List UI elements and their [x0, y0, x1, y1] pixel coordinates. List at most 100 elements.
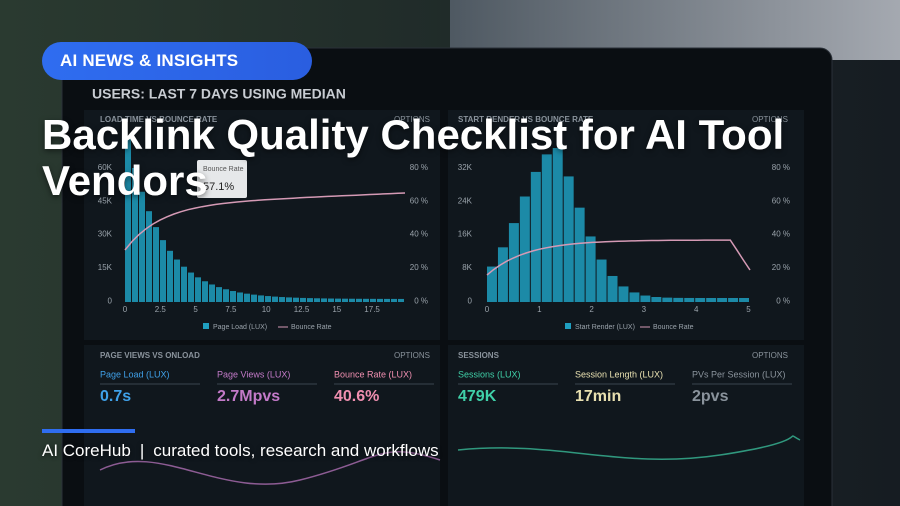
- histogram-bar: [487, 266, 497, 302]
- histogram-bar: [223, 289, 229, 302]
- screen-text: 80 %: [772, 163, 790, 172]
- histogram-bar: [508, 223, 519, 302]
- screen-text: 17min: [575, 388, 621, 405]
- screen-text: 40.6%: [334, 388, 379, 405]
- histogram-bar: [398, 298, 404, 302]
- histogram-bar: [160, 240, 166, 302]
- histogram-bar: [216, 287, 222, 302]
- screen-text: PVs Per Session (LUX): [692, 369, 786, 379]
- histogram-bar: [167, 250, 173, 302]
- screen-text: 60K: [98, 163, 113, 172]
- screen-text: PAGE VIEWS VS ONLOAD: [100, 351, 200, 360]
- histogram-bar: [706, 297, 717, 302]
- histogram-bar: [596, 259, 607, 302]
- histogram-bar: [363, 298, 369, 302]
- screen-text: Page Load (LUX): [213, 324, 267, 331]
- histogram-bar: [125, 139, 131, 302]
- legend-swatch: [565, 323, 571, 329]
- histogram-bar: [286, 297, 292, 302]
- screen-text: 1: [537, 305, 542, 314]
- screen-text: 15: [332, 305, 341, 314]
- screen-text: Page Views (LUX): [217, 369, 290, 379]
- histogram-bar: [497, 247, 508, 302]
- histogram-bar: [328, 298, 334, 302]
- accent-rule: [42, 429, 135, 433]
- histogram-bar: [132, 168, 138, 302]
- screen-text: 20 %: [410, 263, 428, 272]
- screen-text: 17.5: [364, 305, 380, 314]
- screen-text: 2.7Mpvs: [217, 388, 280, 405]
- screen-text: 2.5: [155, 305, 167, 314]
- screen-text: 5: [193, 305, 198, 314]
- screen-text: 80 %: [410, 163, 428, 172]
- histogram-bar: [230, 291, 236, 302]
- screen-text: 16K: [458, 230, 473, 239]
- histogram-bar: [585, 236, 596, 302]
- histogram-bar: [307, 298, 313, 302]
- screen-text: Bounce Rate: [653, 324, 694, 331]
- screen-text: 2: [589, 305, 594, 314]
- histogram-bar: [717, 297, 728, 302]
- histogram-bar: [139, 191, 145, 302]
- histogram-bar: [272, 296, 278, 302]
- screen-text: LOAD TIME VS BOUNCE RATE: [100, 115, 218, 124]
- histogram-bar: [673, 297, 684, 302]
- histogram-bar: [391, 298, 397, 302]
- histogram-bar: [300, 297, 306, 302]
- screen-text: SESSIONS: [458, 351, 500, 360]
- histogram-bar: [377, 298, 383, 302]
- screen-text: 60 %: [410, 196, 428, 205]
- histogram-bar: [607, 275, 618, 302]
- histogram-bar: [195, 277, 201, 302]
- panel: [448, 345, 804, 506]
- screen-text: Bounce Rate: [291, 324, 332, 331]
- histogram-bar: [258, 295, 264, 302]
- separator: |: [139, 441, 145, 460]
- trend-line: [457, 435, 801, 460]
- bounce-line: [124, 192, 406, 251]
- screen-text: 0: [485, 305, 490, 314]
- screen-text: 8K: [462, 263, 472, 272]
- histogram-bar: [237, 292, 243, 302]
- histogram-bar: [384, 298, 390, 302]
- histogram-bar: [251, 294, 257, 302]
- screen-text: 0 %: [414, 296, 428, 305]
- histogram-bar: [695, 297, 706, 302]
- histogram-bar: [202, 281, 208, 302]
- histogram-bar: [244, 293, 250, 302]
- tooltip: [197, 160, 247, 198]
- panel: [84, 345, 440, 506]
- histogram-bar: [530, 171, 541, 302]
- histogram-bar: [314, 298, 320, 302]
- screen-text: 0 %: [776, 296, 790, 305]
- screen-text: 7.5: [225, 305, 237, 314]
- histogram-bar: [651, 297, 662, 302]
- screen-text: 24K: [458, 196, 473, 205]
- histogram-bar: [739, 297, 749, 302]
- screen-text: Start Render (LUX): [575, 324, 635, 331]
- histogram-bar: [574, 207, 585, 302]
- histogram-bar: [662, 297, 673, 302]
- screen-text: 4: [694, 305, 699, 314]
- histogram-bar: [684, 297, 695, 302]
- histogram-bar: [349, 298, 355, 302]
- screen-text: 10: [262, 305, 271, 314]
- histogram-bar: [370, 298, 376, 302]
- histogram-bar: [629, 292, 640, 302]
- screen-text: 0.7s: [100, 388, 131, 405]
- histogram-bar: [321, 298, 327, 302]
- histogram-bar: [209, 284, 215, 302]
- screen-text: Page Load (LUX): [100, 369, 170, 379]
- histogram-bar: [541, 154, 552, 302]
- brand: AI CoreHub: [42, 441, 131, 460]
- category-badge: AI NEWS & INSIGHTS: [42, 42, 312, 80]
- histogram-bar: [174, 259, 180, 302]
- screen-text: 5: [746, 305, 751, 314]
- screen-text: 12.5: [294, 305, 310, 314]
- screen-text: 2pvs: [692, 388, 729, 405]
- histogram-bar: [356, 298, 362, 302]
- screen-text: START RENDER VS BOUNCE RATE: [458, 115, 594, 124]
- trend-line: [99, 450, 441, 485]
- screen-text: 40 %: [772, 230, 790, 239]
